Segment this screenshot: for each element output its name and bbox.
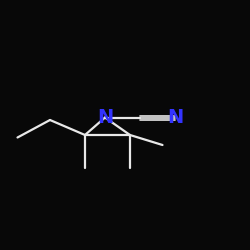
- Text: N: N: [97, 108, 113, 127]
- Text: N: N: [167, 108, 183, 127]
